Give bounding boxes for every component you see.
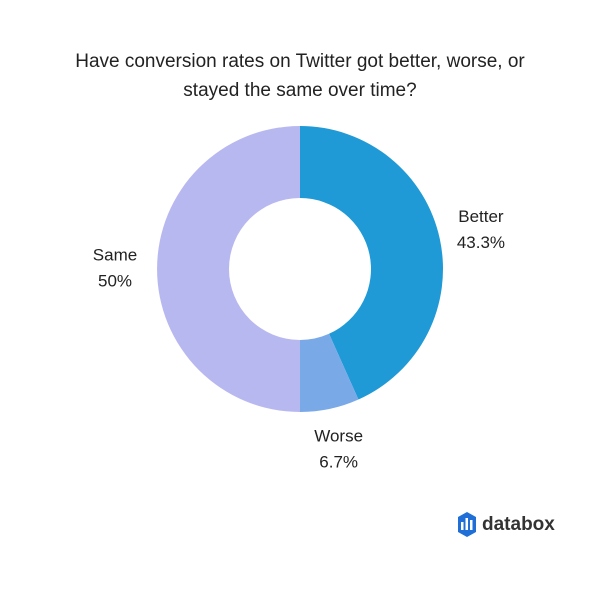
slice-label: Better xyxy=(458,207,504,226)
slice-label: Same xyxy=(93,245,137,264)
value-label: 6.7% xyxy=(319,452,358,471)
chart-title: Have conversion rates on Twitter got bet… xyxy=(75,51,525,72)
value-label: 43.3% xyxy=(457,233,505,252)
value-label: 50% xyxy=(98,271,132,290)
chart-title: stayed the same over time? xyxy=(183,80,416,101)
donut-slice xyxy=(300,126,443,400)
donut-slice xyxy=(300,333,359,412)
brand-name: databox xyxy=(482,514,555,535)
donut-slice xyxy=(157,126,300,412)
slice-label: Worse xyxy=(314,426,363,445)
brand-logo xyxy=(458,512,476,537)
